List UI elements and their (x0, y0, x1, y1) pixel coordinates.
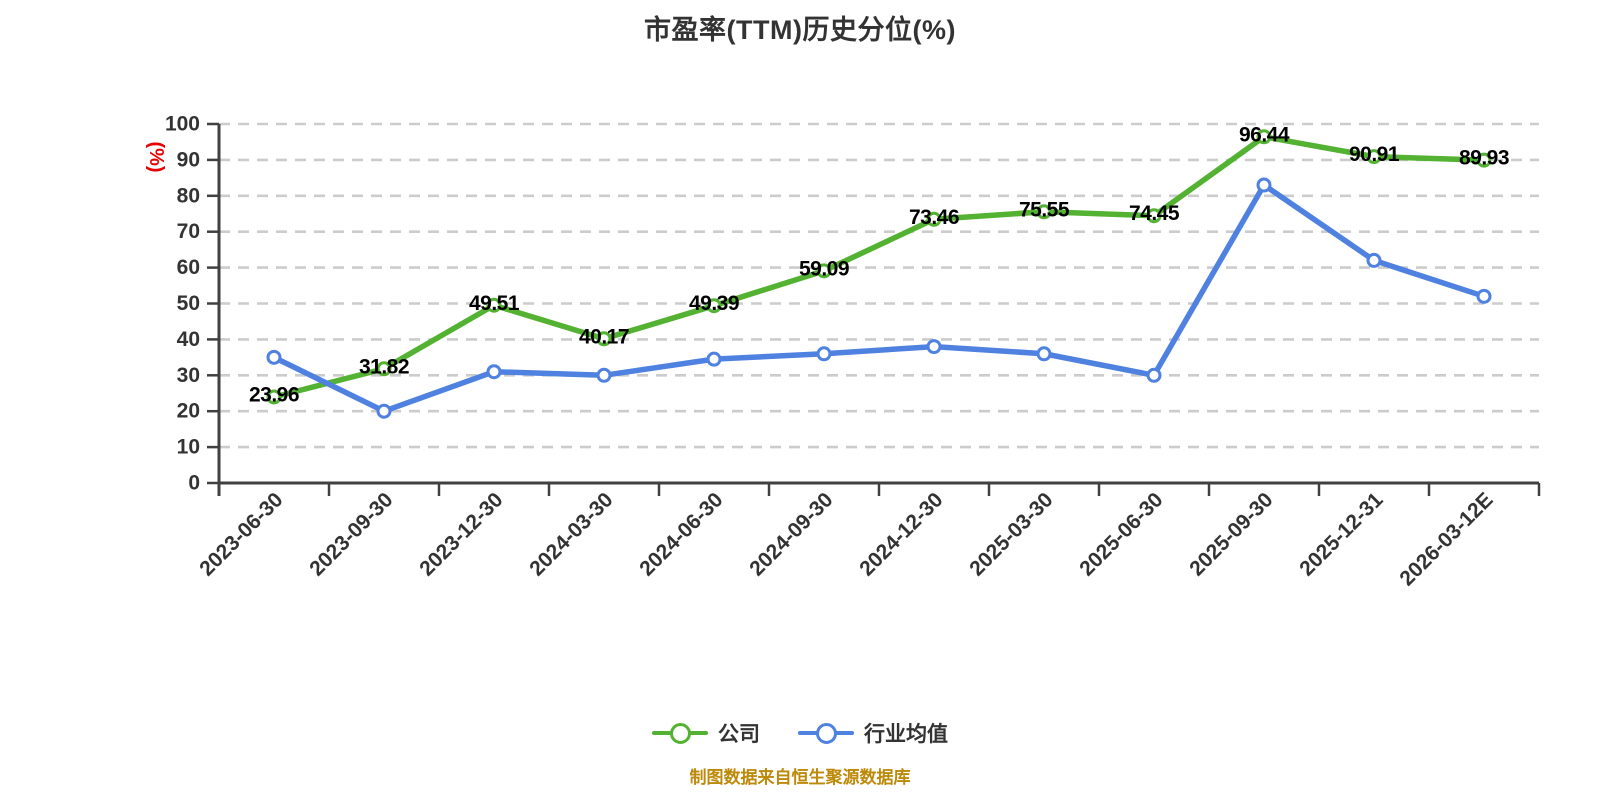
y-tick-label: 0 (188, 472, 200, 495)
x-tick-label: 2024-09-30 (745, 488, 837, 580)
data-label: 90.91 (1349, 143, 1400, 166)
legend-item-industry-average[interactable]: 行业均值 (798, 718, 948, 748)
data-point-行业均值 (1476, 288, 1492, 304)
industry-legend-dot-icon (815, 722, 837, 744)
industry-legend-marker (798, 722, 854, 744)
series-line-行业均值 (271, 182, 1487, 414)
y-tick-label: 30 (177, 364, 200, 387)
data-label: 89.93 (1459, 147, 1509, 170)
data-point-公司 (1476, 152, 1492, 168)
x-tick-label: 2025-09-30 (1185, 488, 1277, 580)
data-point-行业均值 (596, 367, 612, 383)
y-tick-label: 10 (177, 436, 200, 459)
y-tick-label: 20 (177, 400, 200, 423)
data-point-行业均值 (376, 403, 392, 419)
data-label: 31.82 (359, 355, 409, 378)
data-point-公司 (1146, 208, 1162, 224)
data-point-公司 (706, 298, 722, 314)
data-point-行业均值 (1146, 367, 1162, 383)
data-point-公司 (1036, 204, 1052, 220)
data-point-行业均值 (926, 339, 942, 355)
data-point-公司 (816, 263, 832, 279)
y-tick-label: 60 (177, 256, 200, 279)
data-point-公司 (486, 297, 502, 313)
x-tick-label: 2023-09-30 (305, 488, 397, 580)
y-axis-unit-label: (%) (145, 141, 167, 172)
data-label: 74.45 (1129, 202, 1180, 225)
series-line-公司 (271, 134, 1487, 400)
x-tick-label: 2023-12-30 (415, 488, 507, 580)
data-point-公司 (1256, 129, 1272, 145)
legend-item-company[interactable]: 公司 (652, 718, 760, 748)
company-legend-marker (652, 722, 708, 744)
x-tick-label: 2026-03-12E (1395, 488, 1497, 590)
data-label: 59.09 (799, 257, 849, 280)
y-tick-label: 80 (177, 184, 200, 207)
data-label: 96.44 (1239, 123, 1290, 146)
data-label: 49.51 (469, 292, 520, 315)
data-label: 23.96 (249, 383, 299, 406)
data-label: 49.39 (689, 292, 739, 315)
x-tick-label: 2024-12-30 (855, 488, 947, 580)
chart-title: 市盈率(TTM)历史分位(%) (644, 15, 956, 45)
y-tick-label: 90 (177, 148, 200, 171)
data-point-公司 (596, 331, 612, 347)
y-tick-label: 100 (165, 113, 200, 136)
x-tick-label: 2024-03-30 (525, 488, 617, 580)
data-label: 73.46 (909, 206, 959, 229)
company-legend-dot-icon (669, 722, 691, 744)
data-point-公司 (376, 361, 392, 377)
data-point-公司 (1366, 149, 1382, 165)
y-tick-label: 40 (177, 328, 200, 351)
x-tick-label: 2025-12-31 (1295, 488, 1387, 580)
data-point-行业均值 (1256, 177, 1272, 193)
data-point-行业均值 (816, 346, 832, 362)
x-tick-label: 2024-06-30 (635, 488, 727, 580)
data-point-行业均值 (1036, 346, 1052, 362)
x-tick-label: 2023-06-30 (195, 488, 287, 580)
data-point-公司 (926, 211, 942, 227)
x-tick-label: 2025-03-30 (965, 488, 1057, 580)
y-tick-label: 70 (177, 220, 200, 243)
data-source-note: 制图数据来自恒生聚源数据库 (689, 768, 911, 787)
data-point-行业均值 (266, 349, 282, 365)
data-label: 75.55 (1019, 198, 1070, 221)
x-tick-label: 2025-06-30 (1075, 488, 1167, 580)
data-point-行业均值 (706, 351, 722, 367)
data-point-行业均值 (1366, 252, 1382, 268)
y-tick-label: 50 (177, 292, 200, 315)
legend-label: 行业均值 (864, 723, 948, 746)
data-point-行业均值 (486, 364, 502, 380)
legend: 公司 行业均值 (0, 718, 1600, 748)
legend-label: 公司 (718, 723, 760, 746)
data-label: 40.17 (579, 325, 629, 348)
data-point-公司 (266, 389, 282, 405)
